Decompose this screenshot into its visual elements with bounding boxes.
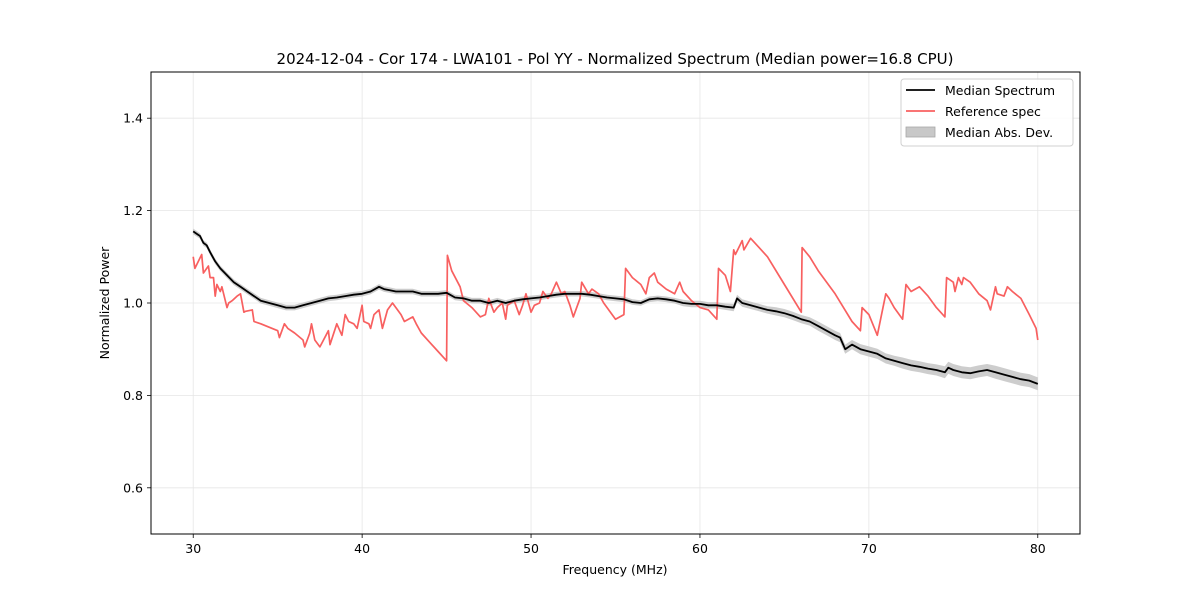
legend-swatch-mad xyxy=(905,126,936,138)
mad-band xyxy=(193,228,1038,391)
y-tick-label: 1.2 xyxy=(123,203,143,218)
y-tick-label: 0.8 xyxy=(123,388,143,403)
legend-box xyxy=(900,78,1074,147)
x-tick-label: 70 xyxy=(861,541,877,556)
y-axis-ticks: 0.6 0.8 1.0 1.2 1.4 xyxy=(123,111,151,495)
x-axis-label: Frequency (MHz) xyxy=(562,562,667,577)
y-tick-label: 1.0 xyxy=(123,296,143,311)
x-tick-label: 80 xyxy=(1030,541,1046,556)
x-tick-label: 40 xyxy=(354,541,370,556)
y-tick-label: 0.6 xyxy=(123,480,143,495)
x-tick-label: 30 xyxy=(185,541,201,556)
mad-band-layer xyxy=(193,228,1038,391)
x-tick-label: 60 xyxy=(692,541,708,556)
legend-label-reference-spec: Reference spec xyxy=(945,104,1041,119)
y-axis-label: Normalized Power xyxy=(97,246,112,360)
x-axis-ticks: 30 40 50 60 70 80 xyxy=(185,534,1046,556)
reference-spec-line xyxy=(192,237,1039,362)
y-tick-label: 1.4 xyxy=(123,111,143,126)
legend-label-mad: Median Abs. Dev. xyxy=(945,125,1053,140)
x-tick-label: 50 xyxy=(523,541,539,556)
legend: Median Spectrum Reference spec Median Ab… xyxy=(900,78,1074,147)
grid xyxy=(151,72,1080,534)
chart-title: 2024-12-04 - Cor 174 - LWA101 - Pol YY -… xyxy=(277,50,954,68)
median-spectrum-line xyxy=(192,230,1039,385)
legend-label-median-spectrum: Median Spectrum xyxy=(945,83,1055,98)
series-layer xyxy=(192,230,1039,385)
